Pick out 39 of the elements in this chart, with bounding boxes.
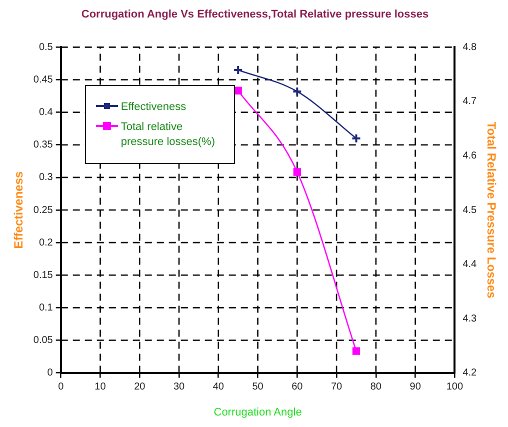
- point: [293, 168, 301, 176]
- x-tick-label: 0: [58, 382, 64, 393]
- legend-label: Effectiveness: [120, 100, 186, 114]
- y2-axis-title: Total Relative Pressure Losses: [484, 122, 498, 299]
- y-axis-title: Effectiveness: [12, 170, 26, 249]
- y-tick-label: 0: [47, 368, 54, 379]
- x-tick-label: 90: [410, 382, 422, 393]
- point: [292, 86, 302, 96]
- point: [352, 347, 360, 355]
- y-tick-label: 0.1: [38, 302, 54, 314]
- y-tick-label: 0.25: [33, 204, 54, 216]
- x-tick-label: 100: [446, 382, 464, 393]
- legend-label: Total relative pressure losses(%): [120, 120, 216, 150]
- y-tick-label: 0.3: [38, 172, 54, 184]
- y2-tick-label: 4.7: [462, 96, 478, 108]
- point: [234, 86, 242, 94]
- x-tick-label: 70: [330, 382, 343, 393]
- y-tick-label: 0.45: [33, 74, 54, 86]
- y2-tick-label: 4.5: [462, 204, 478, 216]
- y-tick-label: 0.5: [38, 42, 54, 53]
- x-tick-label: 30: [173, 382, 186, 393]
- y-tick-label: 0.2: [38, 237, 54, 248]
- x-tick-label: 50: [252, 382, 264, 393]
- x-tick-label: 10: [94, 382, 106, 393]
- x-tick-label: 60: [292, 382, 304, 393]
- x-tick-label: 20: [134, 382, 146, 393]
- y-tick-label: 0.4: [38, 107, 54, 118]
- y-tick-label: 0.35: [33, 140, 54, 151]
- y2-tick-label: 4.2: [462, 368, 478, 379]
- y2-tick-label: 4.8: [462, 42, 478, 53]
- y2-tick-label: 4.4: [462, 259, 478, 270]
- x-tick-label: 40: [212, 382, 224, 393]
- chart-title: Corrugation Angle Vs Effectiveness,Total Relative pressure losses: [81, 8, 429, 21]
- y-tick-label: 0.15: [33, 270, 54, 281]
- x-tick-label: 80: [370, 382, 382, 393]
- y-tick-label: 0.05: [33, 334, 54, 346]
- x-axis-title: Corrugation Angle: [214, 406, 302, 418]
- y2-tick-label: 4.3: [462, 313, 478, 324]
- y2-tick-label: 4.6: [462, 150, 478, 162]
